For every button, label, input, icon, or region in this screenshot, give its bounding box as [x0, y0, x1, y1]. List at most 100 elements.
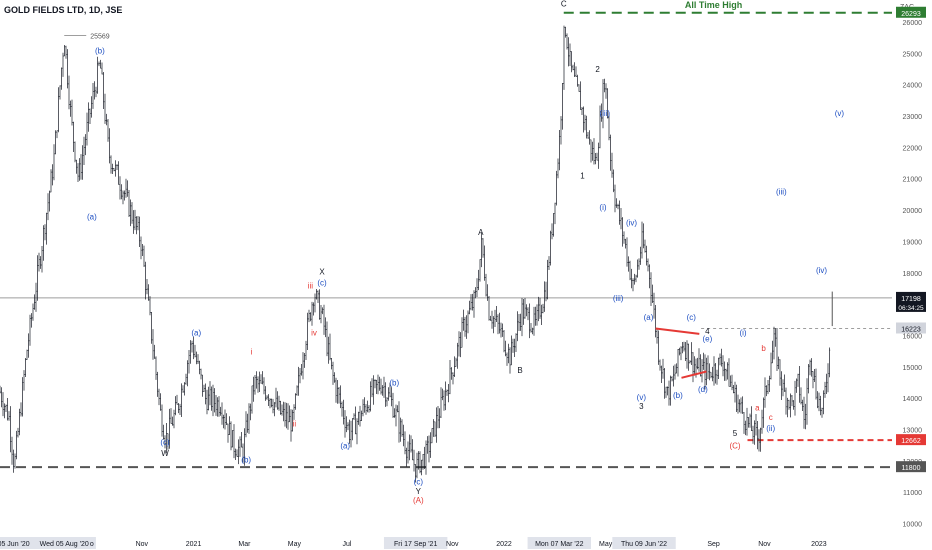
price-tick: 23000 — [903, 114, 923, 121]
time-tick: o — [90, 541, 94, 548]
time-tick: Nov — [446, 541, 459, 548]
price-axis: 1000011000120001300014000150001600017000… — [896, 6, 926, 529]
wave-label: (b) — [241, 455, 251, 464]
time-tick: Mar — [238, 541, 251, 548]
price-tick: 21000 — [903, 177, 923, 184]
time-label-bg — [383, 537, 448, 549]
wave-label: A — [478, 228, 484, 237]
hline-label: All Time High — [685, 0, 742, 10]
wave-label: (i) — [599, 203, 606, 212]
price-label-bg — [896, 322, 926, 334]
time-tick: Jul — [343, 541, 352, 548]
wave-label: (b) — [95, 46, 105, 55]
countdown-label: 06:34:25 — [898, 305, 924, 312]
price-label-bg — [896, 291, 926, 312]
wave-label: (c) — [687, 313, 697, 322]
wave-label: (a) — [644, 313, 654, 322]
price-label-bg — [896, 434, 926, 446]
price-tick: 16000 — [903, 333, 923, 340]
candles-layer — [0, 25, 833, 483]
price-tick: 22000 — [903, 145, 923, 152]
price-label: 26293 — [901, 11, 921, 18]
wave-label: X — [319, 267, 325, 276]
wave-label: c — [769, 413, 773, 422]
wave-label: iii — [308, 281, 314, 290]
wave-label: b — [761, 344, 766, 353]
time-tick: May — [599, 541, 613, 548]
time-tick: Thu 09 Jun '22 — [621, 541, 667, 548]
price-tick: 15000 — [903, 365, 923, 372]
price-tick: 24000 — [903, 83, 923, 90]
wave-label: (v) — [835, 109, 845, 118]
wave-label: 2 — [595, 65, 600, 74]
chart-title: GOLD FIELDS LTD, 1D, JSE — [4, 5, 123, 15]
wave-label: a — [755, 404, 760, 413]
wave-label: (b) — [389, 379, 399, 388]
price-label: 12662 — [901, 438, 921, 445]
wave-label: (a) — [340, 441, 350, 450]
wave-labels-layer: (b)(a)(c)W(a)(b)iiiiiiivX(c)(a)(b)(c)Y(A… — [87, 0, 844, 505]
time-tick: Nov — [758, 541, 771, 548]
wave-label: (v) — [637, 393, 647, 402]
channel-line — [655, 327, 700, 335]
channel-line — [681, 370, 707, 379]
wave-label: 4 — [705, 327, 710, 336]
wave-label: iv — [311, 328, 317, 337]
price-label: 16223 — [901, 326, 921, 333]
peak-marker-label: 25569 — [90, 33, 110, 40]
price-tick: 20000 — [903, 208, 923, 215]
price-tick: 10000 — [903, 522, 923, 529]
wave-label: ii — [293, 419, 297, 428]
price-tick: 11000 — [903, 490, 922, 497]
wave-label: (d) — [698, 385, 708, 394]
wave-label: (iii) — [613, 294, 624, 303]
time-label-bg — [32, 537, 96, 549]
wave-label: i — [251, 347, 253, 356]
wave-label: (e) — [702, 335, 712, 344]
time-tick: Wed 05 Aug '20 — [40, 541, 89, 548]
wave-label: C — [561, 0, 567, 8]
price-label: 11800 — [902, 465, 921, 472]
price-tick: 14000 — [903, 396, 923, 403]
price-tick: 26000 — [903, 20, 923, 27]
wave-label: (iii) — [776, 187, 787, 196]
time-label-bg — [612, 537, 676, 549]
wave-label: W — [161, 449, 169, 458]
wave-label: 3 — [639, 402, 644, 411]
wave-label: 1 — [580, 172, 585, 181]
time-tick: Mon 07 Mar '22 — [535, 541, 584, 548]
price-tick: 25000 — [903, 51, 923, 58]
time-label-bg — [0, 537, 41, 549]
wave-label: (iii) — [599, 109, 610, 118]
time-tick: Fri 17 Sep '21 — [394, 541, 437, 548]
wave-label: (iv) — [626, 219, 637, 228]
wave-label: (iv) — [816, 266, 827, 275]
wave-label: (C) — [729, 441, 740, 450]
time-tick: 2023 — [811, 541, 827, 548]
wave-label: Y — [416, 487, 422, 496]
wave-label: (c) — [414, 477, 424, 486]
wave-label: (c) — [317, 278, 327, 287]
time-tick: May — [288, 541, 302, 548]
time-tick: Sep — [707, 541, 720, 548]
time-label-bg — [527, 537, 591, 549]
price-label: 17198 — [901, 296, 921, 303]
wave-label: (ii) — [766, 424, 775, 433]
wave-label: (a) — [191, 328, 201, 337]
wave-label: B — [517, 366, 522, 375]
price-tick: 19000 — [903, 239, 923, 246]
price-label-bg — [896, 6, 926, 18]
price-tick: 13000 — [903, 428, 923, 435]
wave-label: (i) — [739, 328, 746, 337]
time-tick: 2021 — [186, 541, 202, 548]
wave-label: (b) — [673, 391, 683, 400]
time-tick: Nov — [136, 541, 149, 548]
wave-label: (a) — [87, 212, 97, 221]
overlay-layer: 25569 — [64, 33, 707, 379]
wave-label: 5 — [733, 429, 738, 438]
time-tick: 2022 — [496, 541, 512, 548]
price-label-bg — [896, 461, 926, 473]
wave-label: (A) — [413, 496, 424, 505]
time-tick: ri 05 Jun '20 — [0, 541, 30, 548]
